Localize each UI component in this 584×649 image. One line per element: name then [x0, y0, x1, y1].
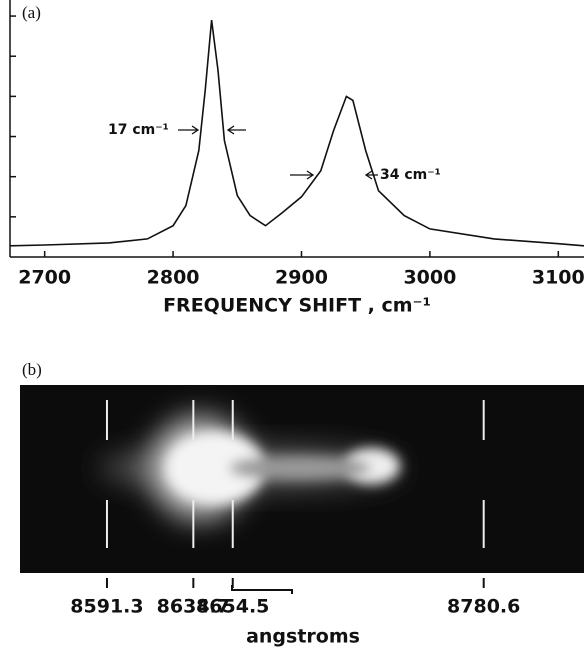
x-axis-label: FREQUENCY SHIFT , cm⁻¹: [163, 295, 431, 317]
x-tick-label: 8780.6: [447, 596, 520, 618]
x-tick-label: 3100: [532, 267, 584, 289]
arrow: [178, 125, 246, 135]
x-tick-label: 8654.5: [196, 596, 269, 618]
annotation: 34 cm⁻¹: [380, 167, 441, 183]
x-tick-label: 2800: [147, 267, 200, 289]
panel-label: (a): [22, 3, 41, 22]
spectrogram-image: [20, 385, 584, 573]
panel-label: (b): [22, 360, 42, 379]
annotation: 17 cm⁻¹: [108, 122, 169, 138]
spectrum-line: [9, 19, 584, 247]
x-tick-label: 8591.3: [70, 596, 143, 618]
x-tick-label: 2700: [18, 267, 71, 289]
arrow: [290, 170, 378, 180]
bracket: [231, 585, 293, 594]
x-tick-label: 8634.7: [157, 596, 230, 618]
x-axis-label: angstroms: [246, 626, 360, 648]
x-tick-label: 2900: [275, 267, 328, 289]
x-tick-label: 3000: [403, 267, 456, 289]
